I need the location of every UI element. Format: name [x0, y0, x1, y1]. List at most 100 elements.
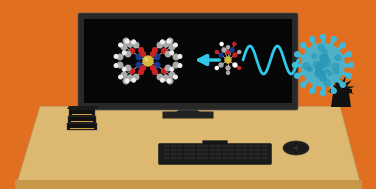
Circle shape: [315, 71, 319, 76]
Bar: [164, 145, 169, 147]
Circle shape: [132, 78, 135, 82]
Bar: [170, 149, 176, 151]
Circle shape: [165, 65, 171, 71]
Bar: [170, 156, 176, 159]
Circle shape: [319, 74, 326, 81]
Bar: [242, 149, 247, 151]
Circle shape: [318, 45, 324, 51]
Circle shape: [310, 37, 315, 42]
Circle shape: [293, 63, 297, 67]
Circle shape: [127, 75, 133, 81]
Bar: [235, 153, 241, 155]
Circle shape: [220, 43, 223, 46]
Circle shape: [325, 69, 329, 73]
Circle shape: [117, 54, 123, 60]
Polygon shape: [176, 108, 200, 112]
Circle shape: [313, 61, 319, 67]
Circle shape: [340, 82, 345, 87]
Circle shape: [119, 75, 122, 79]
Circle shape: [349, 63, 353, 67]
Circle shape: [308, 67, 312, 71]
Circle shape: [301, 43, 306, 48]
Circle shape: [346, 73, 351, 78]
Circle shape: [170, 67, 174, 71]
Bar: [177, 145, 182, 147]
Bar: [209, 145, 214, 147]
Circle shape: [303, 63, 309, 69]
Circle shape: [123, 78, 129, 84]
Circle shape: [153, 48, 158, 52]
Circle shape: [125, 65, 131, 71]
Polygon shape: [332, 78, 341, 89]
Circle shape: [153, 70, 158, 74]
Circle shape: [328, 71, 332, 75]
Bar: [255, 153, 260, 155]
Circle shape: [332, 64, 339, 70]
Polygon shape: [341, 76, 346, 89]
Polygon shape: [15, 180, 362, 189]
Bar: [71, 121, 93, 122]
Bar: [177, 156, 182, 159]
Circle shape: [321, 59, 327, 65]
Circle shape: [151, 52, 155, 56]
Bar: [209, 153, 214, 155]
Bar: [72, 114, 92, 115]
Circle shape: [215, 50, 218, 53]
Polygon shape: [67, 106, 99, 109]
Circle shape: [121, 44, 127, 50]
Bar: [69, 109, 95, 116]
Bar: [261, 145, 267, 147]
FancyBboxPatch shape: [162, 112, 214, 119]
Circle shape: [316, 63, 323, 70]
Circle shape: [320, 55, 324, 59]
Bar: [255, 149, 260, 151]
Polygon shape: [327, 88, 341, 92]
FancyBboxPatch shape: [78, 13, 298, 110]
Bar: [164, 156, 169, 159]
Circle shape: [230, 48, 234, 52]
Bar: [190, 153, 195, 155]
Circle shape: [320, 91, 326, 95]
Circle shape: [319, 71, 324, 77]
Polygon shape: [341, 80, 352, 89]
Circle shape: [154, 54, 160, 60]
Circle shape: [324, 60, 331, 67]
Circle shape: [319, 63, 324, 68]
Circle shape: [316, 71, 322, 77]
Circle shape: [320, 62, 325, 67]
Bar: [229, 156, 234, 159]
Bar: [170, 145, 176, 147]
Circle shape: [222, 48, 226, 52]
Circle shape: [130, 69, 134, 73]
Polygon shape: [338, 75, 342, 89]
Bar: [235, 145, 241, 147]
Circle shape: [125, 40, 129, 43]
FancyBboxPatch shape: [159, 143, 271, 164]
Polygon shape: [15, 106, 362, 189]
Bar: [197, 149, 202, 151]
Circle shape: [331, 88, 336, 93]
Circle shape: [219, 63, 223, 67]
Circle shape: [157, 42, 163, 48]
Bar: [70, 128, 94, 129]
Circle shape: [136, 54, 142, 60]
Circle shape: [301, 43, 345, 87]
Bar: [183, 156, 188, 159]
Bar: [177, 149, 182, 151]
Circle shape: [238, 67, 241, 70]
Circle shape: [233, 53, 237, 57]
Circle shape: [167, 40, 171, 43]
Circle shape: [145, 58, 148, 61]
Bar: [223, 156, 227, 159]
FancyBboxPatch shape: [203, 140, 227, 146]
Polygon shape: [331, 93, 351, 107]
Polygon shape: [341, 86, 355, 90]
Circle shape: [226, 66, 230, 70]
Circle shape: [114, 55, 118, 58]
Bar: [294, 147, 298, 149]
Bar: [261, 149, 267, 151]
Circle shape: [317, 62, 321, 66]
Bar: [203, 145, 208, 147]
Circle shape: [132, 40, 135, 44]
Circle shape: [310, 88, 315, 93]
